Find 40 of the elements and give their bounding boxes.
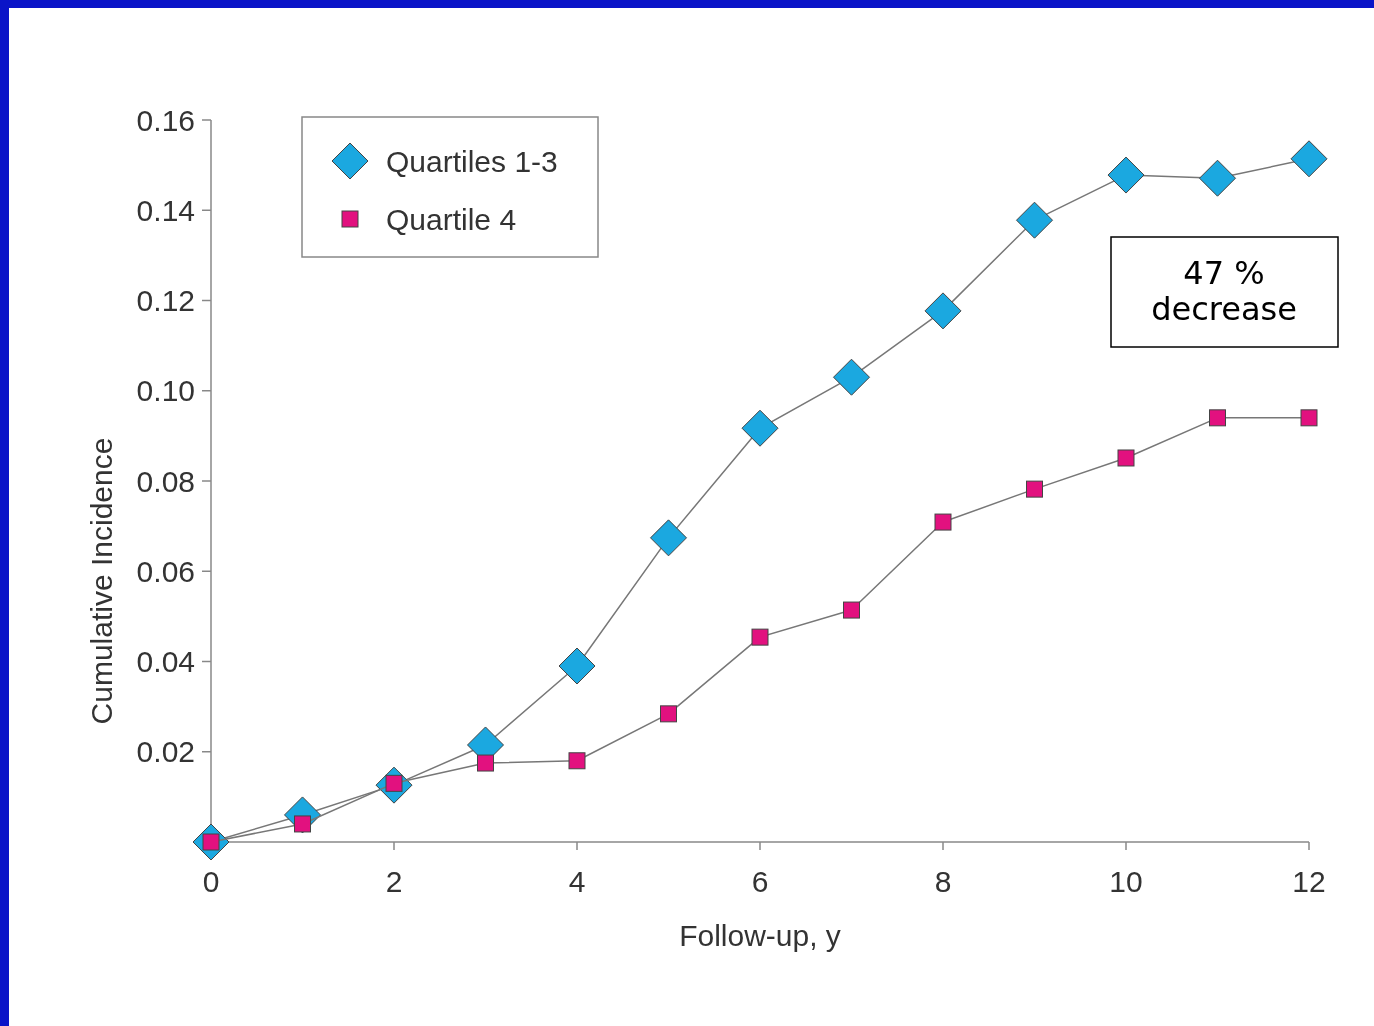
point [660, 705, 677, 723]
y-tick-label: 0.02 [136, 735, 195, 769]
point [934, 513, 952, 531]
x-tick-label: 2 [385, 865, 403, 898]
x-axis-title: Follow-up, y [679, 919, 841, 952]
x-tick-label: 8 [934, 865, 952, 898]
x-tick-label: 0 [202, 865, 220, 898]
point [558, 647, 596, 685]
annotation: 47 % decrease [1151, 254, 1297, 328]
y-axis-title: Cumulative Incidence [85, 437, 118, 725]
point [1117, 449, 1135, 467]
point [1199, 159, 1236, 197]
y-tick-label: 0.04 [136, 645, 195, 678]
point [1290, 140, 1328, 178]
point [477, 754, 494, 772]
y-tick-label: 0.16 [136, 103, 195, 137]
point [650, 519, 687, 557]
x-tick-label: 10 [1109, 865, 1143, 898]
y-tick-label: 0.12 [136, 284, 195, 317]
y-tick-label: 0.14 [136, 193, 195, 227]
x-tick-label: 12 [1292, 865, 1326, 898]
point [1026, 480, 1043, 498]
y-tick-label: 0.06 [136, 554, 195, 588]
y-tick-label: 0.10 [136, 374, 195, 408]
point [751, 628, 769, 646]
legend-label: Quartile 4 [386, 202, 517, 236]
point [741, 409, 779, 447]
legend-label: Quartiles 1-3 [386, 144, 558, 178]
point [924, 292, 962, 330]
y-tick-label: 0.08 [136, 464, 195, 498]
x-tick-label: 6 [751, 865, 769, 898]
point [1300, 409, 1318, 427]
x-tick-label: 4 [568, 865, 586, 898]
point [1209, 409, 1226, 427]
point [1107, 156, 1145, 194]
point [833, 358, 870, 396]
point [294, 815, 311, 833]
point [843, 601, 860, 619]
point [568, 752, 586, 770]
point [1016, 201, 1053, 239]
